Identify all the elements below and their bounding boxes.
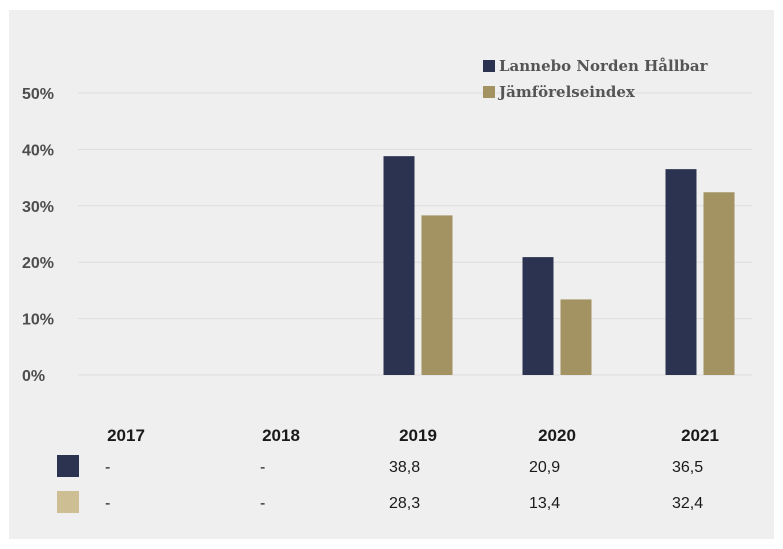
table-year-header: 2020: [538, 426, 576, 445]
y-tick-label: 0%: [22, 368, 45, 385]
table-year-header: 2019: [399, 426, 437, 445]
bar-index-2020: [560, 299, 592, 375]
grid-lines: [78, 92, 752, 376]
table-year-header: 2021: [681, 426, 719, 445]
y-tick-label: 50%: [22, 86, 54, 103]
bar-fund-2020: [522, 257, 554, 375]
legend: Lannebo Norden Hållbar Jämförelseindex: [483, 57, 709, 101]
legend-swatch: [483, 86, 495, 98]
bar-fund-2019: [383, 156, 415, 375]
y-tick-label: 20%: [22, 255, 54, 272]
table-cell: -: [260, 459, 265, 476]
table-cell: 20,9: [529, 459, 560, 476]
table-cell: -: [260, 495, 265, 512]
legend-label: Lannebo Norden Hållbar: [499, 57, 709, 75]
table-cell: 36,5: [672, 459, 703, 476]
y-tick-label: 30%: [22, 199, 54, 216]
data-table: 2017 2018 2019 2020 2021 - - 38,8 20,9 36,5 - - 28,3…: [57, 426, 719, 513]
table-cell: -: [105, 459, 110, 476]
table-cell: 38,8: [389, 459, 420, 476]
table-cell: 13,4: [529, 495, 560, 512]
table-row-swatch: [57, 455, 79, 477]
table-cell: -: [105, 495, 110, 512]
bar-fund-2021: [665, 169, 697, 375]
bar-index-2021: [703, 192, 735, 375]
y-axis-ticks: 0% 10% 20% 30% 40% 50%: [22, 86, 54, 385]
y-tick-label: 10%: [22, 312, 54, 329]
table-cell: 28,3: [389, 495, 420, 512]
legend-swatch: [483, 60, 495, 72]
table-cell: 32,4: [672, 495, 703, 512]
y-tick-label: 40%: [22, 142, 54, 159]
legend-label: Jämförelseindex: [497, 83, 636, 101]
bars: [383, 156, 735, 375]
bar-index-2019: [421, 215, 453, 375]
table-year-header: 2017: [107, 426, 145, 445]
table-year-header: 2018: [262, 426, 300, 445]
table-row-swatch: [57, 491, 79, 513]
